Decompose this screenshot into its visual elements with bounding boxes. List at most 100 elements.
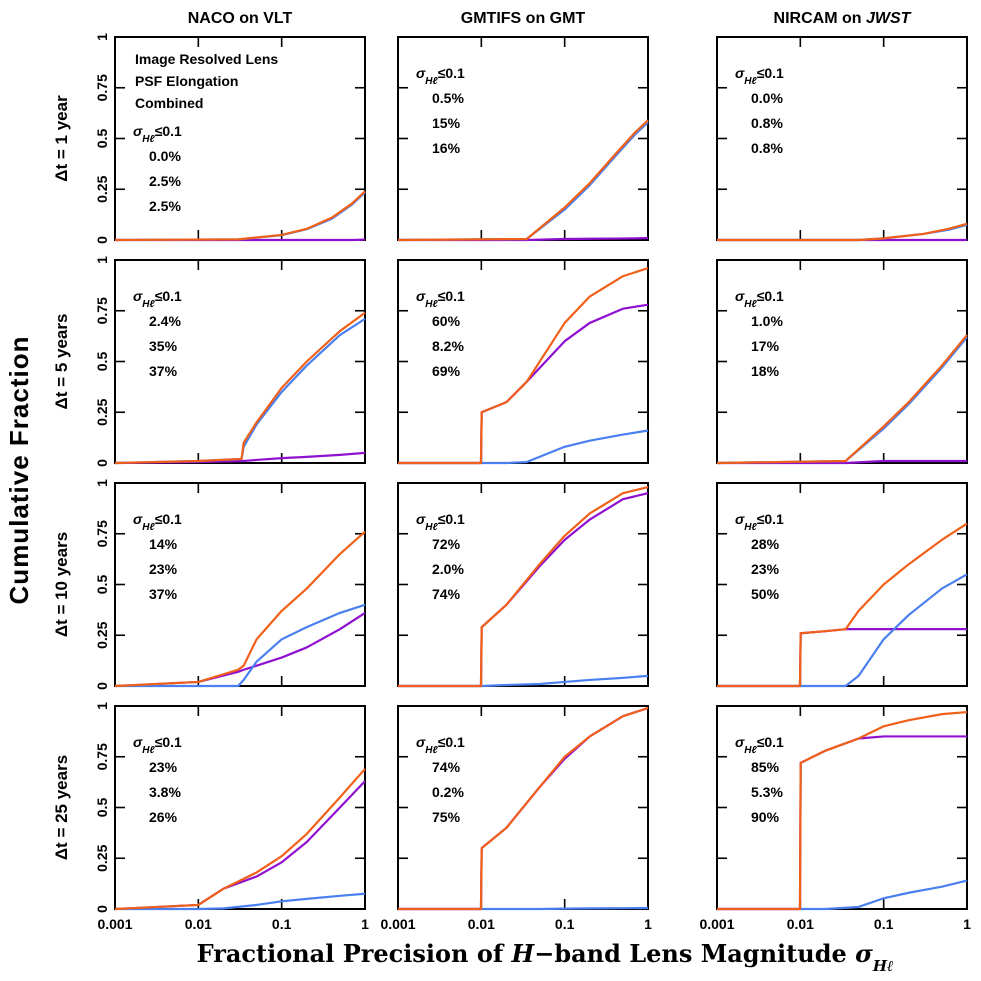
annotation-part: Hℓ [744, 745, 757, 756]
x-axis-label-part: Fractional Precision of [197, 939, 512, 968]
annotation-part: ≤0.1 [757, 511, 784, 527]
legend-entry: PSF Elongation [135, 73, 238, 89]
summary-label: 17% [751, 338, 780, 354]
series-line [717, 710, 968, 911]
summary-label: 37% [149, 363, 178, 379]
summary-label: 2.0% [432, 561, 464, 577]
row-label: Δt = 10 years [52, 532, 71, 637]
panel: NIRCAM on JWST σHℓ≤0.1 0.0% 0.8% 0.8% [716, 10, 968, 242]
annotation-part: σ [133, 734, 143, 750]
summary-label: 2.5% [149, 173, 181, 189]
column-title: NIRCAM on JWST [774, 10, 912, 27]
annotation-part: σ [416, 734, 426, 750]
annotation-part: ≤0.1 [155, 734, 182, 750]
annotation-part: Hℓ [744, 299, 757, 310]
series-line [397, 119, 649, 242]
row-label: Δt = 1 year [52, 95, 71, 182]
column-title: NACO on VLT [188, 10, 293, 27]
panel-frame [716, 36, 968, 241]
column-title-part: NIRCAM on [774, 10, 866, 27]
series-line [716, 334, 968, 465]
annotation: σHℓ≤0.1 [133, 288, 182, 310]
summary-label: 15% [432, 115, 461, 131]
annotation-part: σ [416, 288, 426, 304]
column-title-part: GMTIFS on GMT [461, 10, 586, 27]
panel: σHℓ≤0.1 60% 8.2% 69% [397, 259, 649, 465]
annotation-part: ≤0.1 [757, 65, 784, 81]
series-line [398, 429, 649, 465]
summary-label: 5.3% [751, 784, 783, 800]
series-line [114, 780, 366, 911]
series-line [114, 190, 366, 242]
annotation-part: ≤0.1 [155, 511, 182, 527]
summary-label: 3.8% [149, 784, 181, 800]
summary-label: 0.2% [432, 784, 464, 800]
annotation: σHℓ≤0.1 [416, 65, 465, 87]
annotation: σHℓ≤0.1 [735, 288, 784, 310]
annotation-part: ≤0.1 [757, 288, 784, 304]
y-tick-label: 0.75 [94, 297, 110, 324]
x-tick-label: 0.01 [185, 916, 212, 932]
summary-label: 1.0% [751, 313, 783, 329]
summary-label: 8.2% [432, 338, 464, 354]
x-tick-label: 0.1 [874, 916, 894, 932]
annotation-part: σ [735, 511, 745, 527]
x-tick-label: 1 [644, 916, 652, 932]
column-title-part: JWST [866, 10, 912, 27]
x-axis-label-part: −band Lens Magnitude [534, 939, 855, 968]
series-line [398, 706, 649, 911]
y-tick-label: 0.5 [94, 798, 110, 818]
summary-label: 0.8% [751, 140, 783, 156]
summary-label: 50% [751, 586, 780, 602]
row-label: Δt = 25 years [52, 755, 71, 860]
y-axis-label: Cumulative Fraction [4, 336, 34, 605]
column-title-part: NACO on VLT [188, 10, 293, 27]
y-tick-label: 1 [94, 479, 110, 487]
annotation-part: Hℓ [142, 522, 155, 533]
y-tick-label: 0.25 [94, 175, 110, 202]
panel-frame [716, 482, 968, 687]
y-tick-label: 0.25 [94, 621, 110, 648]
panel: 0.001 0.01 0.1 1 σHℓ≤0.1 74% 0.2% 75% [380, 705, 652, 932]
annotation-part: Hℓ [425, 299, 438, 310]
y-tick-label: 1 [94, 702, 110, 710]
x-axis-label-part: H [511, 939, 536, 968]
annotation-part: σ [133, 288, 143, 304]
series-line [398, 485, 649, 688]
panel: σHℓ≤0.1 72% 2.0% 74% [397, 482, 649, 688]
annotation-part: σ [416, 65, 426, 81]
summary-label: 23% [751, 561, 780, 577]
panel-frame [716, 259, 968, 464]
x-axis-label: Fractional Precision of H−band Lens Magn… [197, 939, 894, 975]
series-line [115, 892, 366, 911]
summary-label: 14% [149, 536, 178, 552]
annotation-part: σ [735, 288, 745, 304]
series-line [716, 336, 968, 465]
row-label: Δt = 5 years [52, 314, 71, 410]
annotation-part: σ [735, 65, 745, 81]
summary-label: 28% [751, 536, 780, 552]
x-tick-label: 1 [963, 916, 971, 932]
y-tick-label: 0.75 [94, 520, 110, 547]
x-tick-label: 1 [361, 916, 369, 932]
annotation-part: ≤0.1 [438, 511, 465, 527]
summary-label: 85% [751, 759, 780, 775]
annotation: σHℓ≤0.1 [416, 288, 465, 310]
y-tick-label: 0.75 [94, 743, 110, 770]
x-axis-label-part: σ [855, 939, 873, 968]
summary-label: 60% [432, 313, 461, 329]
x-tick-label: 0.1 [272, 916, 292, 932]
panel: Δt = 25 years 0.001 0.01 0.1 1 0 0.25 0.5 0.75 1 σ… [52, 702, 369, 932]
x-tick-label: 0.01 [787, 916, 814, 932]
summary-label: 23% [149, 561, 178, 577]
panel: Δt = 5 years 0 0.25 0.5 0.75 1 σHℓ≤0.1 2.4% 35% 3… [52, 256, 366, 467]
y-tick-label: 0.25 [94, 844, 110, 871]
panel-frame [114, 482, 366, 687]
annotation-part: σ [735, 734, 745, 750]
summary-label: 74% [432, 586, 461, 602]
panel: Δt = 10 years 0 0.25 0.5 0.75 1 σHℓ≤0.1 14% 23% 3… [52, 479, 366, 690]
summary-label: 69% [432, 363, 461, 379]
series-line [398, 674, 649, 688]
summary-label: 74% [432, 759, 461, 775]
